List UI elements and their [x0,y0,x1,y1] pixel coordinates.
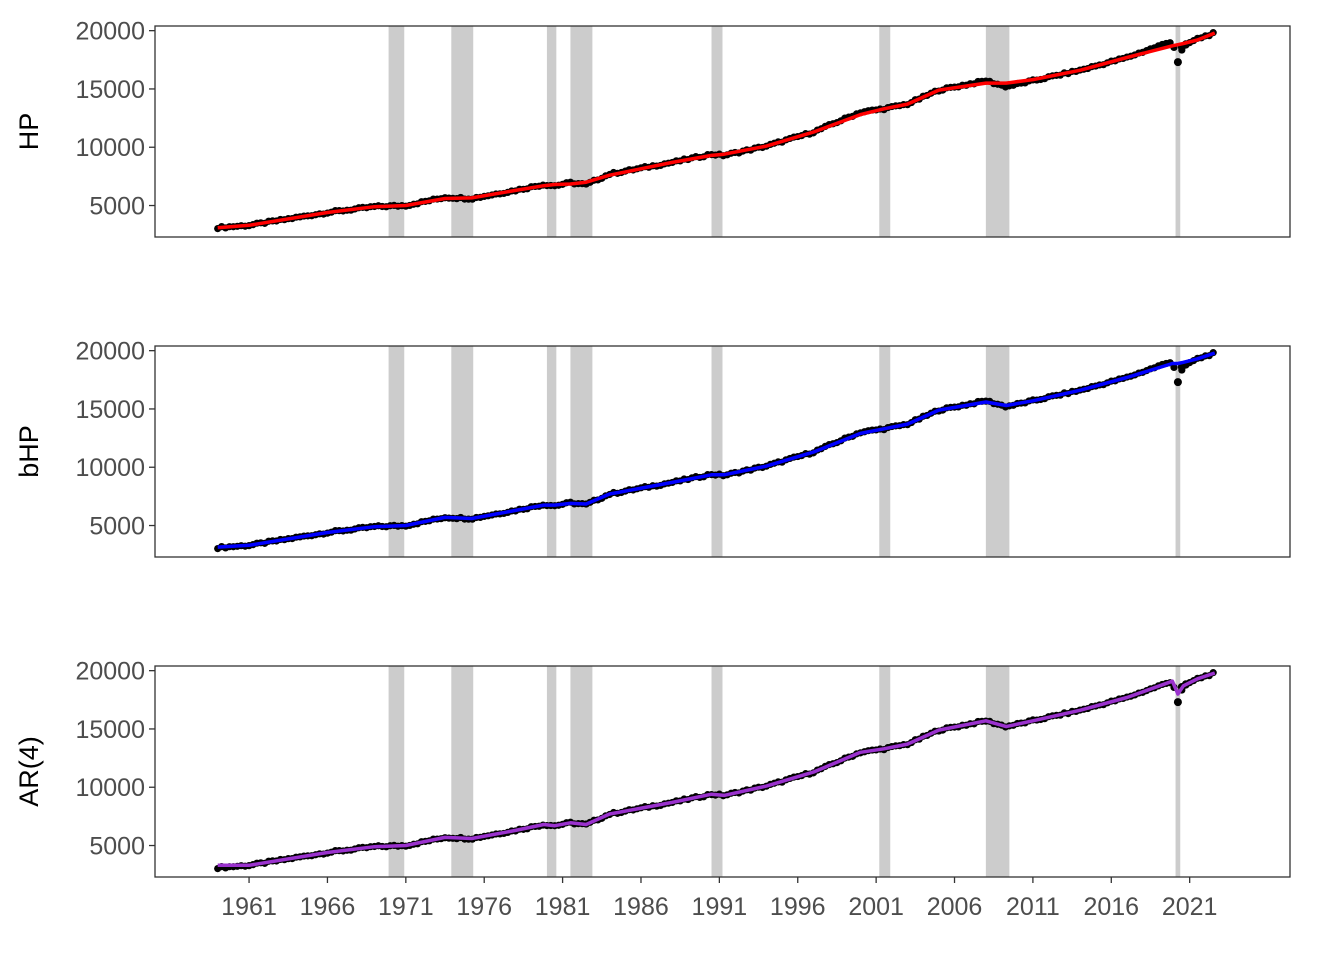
plot-area [214,346,1217,557]
panel-ar4: 5000 10000 15000 20000 AR(4) [14,658,1291,878]
recession-band-4 [711,26,723,237]
fit-line-bhp [217,351,1216,549]
x-tick-label: 1996 [770,893,826,921]
observed-point [1173,698,1182,707]
y-tick-label: 5000 [89,193,145,221]
recession-band-1 [451,346,474,557]
recession-band-6 [985,666,1010,877]
x-tick-label: 1976 [456,893,512,921]
y-axis-label-ar4: AR(4) [14,736,44,807]
fit-line-ar4 [217,671,1216,868]
recession-band-5 [879,666,891,877]
recession-band-2 [546,26,557,237]
y-tick-label: 20000 [75,338,145,366]
recession-band-5 [879,26,891,237]
recession-band-3 [570,26,593,237]
y-axis-label-hp: HP [14,113,44,151]
panel-border [154,665,1291,878]
recession-band-6 [985,346,1010,557]
y-tick-label: 10000 [75,134,145,162]
y-axis-label-bhp: bHP [14,425,44,478]
recession-band-6 [985,26,1010,237]
observed-point [1173,378,1182,387]
x-tick-label: 2021 [1162,893,1218,921]
panel-hp: 5000 10000 15000 20000 HP [14,18,1291,238]
panel-border [154,25,1291,238]
recession-band-7 [1175,346,1181,557]
x-tick-label: 1981 [535,893,591,921]
x-tick-label: 1966 [300,893,356,921]
recession-band-4 [711,346,723,557]
x-tick-label: 1961 [221,893,277,921]
recession-band-7 [1175,26,1181,237]
x-tick-label: 2006 [927,893,983,921]
x-tick-label: 2011 [1006,893,1060,921]
x-tick-label: 2001 [848,893,904,921]
y-tick-label: 15000 [75,76,145,104]
y-tick-label: 20000 [75,18,145,46]
panel-bhp: 5000 10000 15000 20000 bHP [14,338,1291,558]
recession-band-7 [1175,666,1181,877]
y-tick-label: 5000 [89,513,145,541]
panel-border [154,345,1291,558]
recession-band-3 [570,346,593,557]
y-tick-label: 10000 [75,774,145,802]
observed-point [1173,58,1182,67]
x-tick-label: 2016 [1083,893,1139,921]
recession-band-0 [388,666,405,877]
x-tick-label: 1971 [378,893,434,921]
plot-area [214,666,1217,877]
observed-point [1170,363,1178,372]
recession-band-2 [546,666,557,877]
y-tick-label: 15000 [75,396,145,424]
y-tick-label: 5000 [89,833,145,861]
y-tick-label: 15000 [75,716,145,744]
x-tick-label: 1986 [613,893,669,921]
fit-line-hp [217,31,1216,230]
x-axis: 1961 1966 1971 1976 1981 1986 1991 1996 2001 2006… [221,877,1217,921]
x-tick-label: 1991 [692,893,748,921]
recession-band-1 [451,26,474,237]
recession-band-0 [388,346,405,557]
recession-band-1 [451,666,474,877]
recession-band-0 [388,26,405,237]
y-tick-label: 10000 [75,454,145,482]
recession-band-4 [711,666,723,877]
plot-area [214,26,1217,237]
recession-band-3 [570,666,593,877]
recession-band-5 [879,346,891,557]
recession-band-2 [546,346,557,557]
y-tick-label: 20000 [75,658,145,686]
